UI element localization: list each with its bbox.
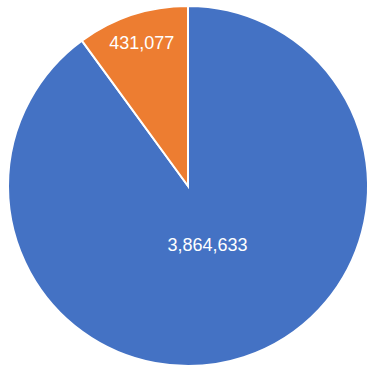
svg-text:3,864,633: 3,864,633 bbox=[167, 235, 247, 255]
svg-text:431,077: 431,077 bbox=[109, 33, 174, 53]
